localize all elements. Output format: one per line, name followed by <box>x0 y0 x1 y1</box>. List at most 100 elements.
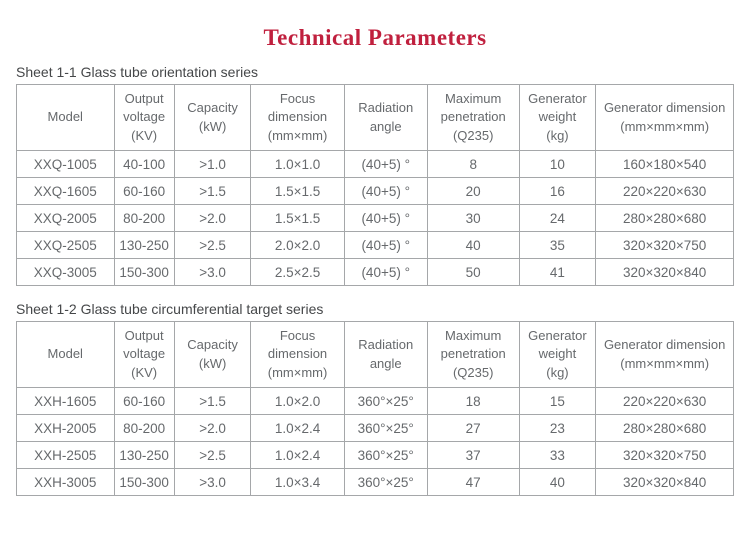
cell-model: XXQ-1605 <box>16 177 115 205</box>
table-row: XXQ-1605 60-160 >1.5 1.5×1.5 (40+5) ° 20… <box>16 177 734 205</box>
cell-capacity: >1.5 <box>173 177 252 205</box>
cell-generator-dimension: 280×280×680 <box>595 204 734 232</box>
header-row: Model Output voltage (KV) Capacity (kW) … <box>16 321 734 388</box>
col-header-generator-weight: Generator weight (kg) <box>518 84 597 151</box>
cell-model: XXQ-3005 <box>16 258 115 286</box>
cell-max-penetration: 47 <box>426 468 520 496</box>
cell-generator-weight: 24 <box>518 204 597 232</box>
cell-model: XXH-1605 <box>16 387 115 415</box>
cell-generator-weight: 15 <box>518 387 597 415</box>
cell-model: XXQ-2005 <box>16 204 115 232</box>
cell-radiation-angle: (40+5) ° <box>343 204 428 232</box>
cell-max-penetration: 37 <box>426 441 520 469</box>
sheet-2-caption: Sheet 1-2 Glass tube circumferential tar… <box>16 301 324 317</box>
cell-output-voltage: 60-160 <box>113 177 175 205</box>
table-row: XXH-2005 80-200 >2.0 1.0×2.4 360°×25° 27… <box>16 414 734 442</box>
cell-focus-dimension: 1.0×1.0 <box>250 150 345 178</box>
cell-generator-weight: 23 <box>518 414 597 442</box>
table-row: XXH-3005 150-300 >3.0 1.0×3.4 360°×25° 4… <box>16 468 734 496</box>
cell-model: XXH-3005 <box>16 468 115 496</box>
table-row: XXQ-2005 80-200 >2.0 1.5×1.5 (40+5) ° 30… <box>16 204 734 232</box>
table-row: XXQ-3005 150-300 >3.0 2.5×2.5 (40+5) ° 5… <box>16 258 734 286</box>
col-header-generator-dimension: Generator dimension (mm×mm×mm) <box>595 84 734 151</box>
table-row: XXQ-2505 130-250 >2.5 2.0×2.0 (40+5) ° 4… <box>16 231 734 259</box>
cell-generator-dimension: 320×320×840 <box>595 258 734 286</box>
col-header-capacity: Capacity (kW) <box>173 84 252 151</box>
cell-focus-dimension: 1.0×2.4 <box>250 414 345 442</box>
table-row: XXH-2505 130-250 >2.5 1.0×2.4 360°×25° 3… <box>16 441 734 469</box>
cell-capacity: >1.0 <box>173 150 252 178</box>
col-header-radiation-angle: Radiation angle <box>343 84 428 151</box>
header-row: Model Output voltage (KV) Capacity (kW) … <box>16 84 734 151</box>
col-header-capacity: Capacity (kW) <box>173 321 252 388</box>
cell-focus-dimension: 1.5×1.5 <box>250 177 345 205</box>
cell-model: XXQ-1005 <box>16 150 115 178</box>
cell-capacity: >2.5 <box>173 441 252 469</box>
cell-capacity: >2.0 <box>173 414 252 442</box>
cell-max-penetration: 50 <box>426 258 520 286</box>
table-row: XXH-1605 60-160 >1.5 1.0×2.0 360°×25° 18… <box>16 387 734 415</box>
col-header-focus-dimension: Focus dimension (mm×mm) <box>250 84 345 151</box>
orientation-series-table: Model Output voltage (KV) Capacity (kW) … <box>16 84 734 286</box>
cell-output-voltage: 130-250 <box>113 231 175 259</box>
cell-output-voltage: 60-160 <box>113 387 175 415</box>
cell-focus-dimension: 1.0×2.4 <box>250 441 345 469</box>
cell-focus-dimension: 2.5×2.5 <box>250 258 345 286</box>
cell-focus-dimension: 2.0×2.0 <box>250 231 345 259</box>
cell-output-voltage: 40-100 <box>113 150 175 178</box>
cell-generator-weight: 40 <box>518 468 597 496</box>
cell-radiation-angle: (40+5) ° <box>343 177 428 205</box>
cell-focus-dimension: 1.0×3.4 <box>250 468 345 496</box>
cell-generator-dimension: 320×320×750 <box>595 231 734 259</box>
cell-generator-dimension: 220×220×630 <box>595 177 734 205</box>
cell-generator-dimension: 280×280×680 <box>595 414 734 442</box>
cell-model: XXH-2005 <box>16 414 115 442</box>
cell-focus-dimension: 1.0×2.0 <box>250 387 345 415</box>
cell-model: XXQ-2505 <box>16 231 115 259</box>
cell-radiation-angle: 360°×25° <box>343 414 428 442</box>
col-header-radiation-angle: Radiation angle <box>343 321 428 388</box>
cell-capacity: >2.0 <box>173 204 252 232</box>
cell-output-voltage: 80-200 <box>113 414 175 442</box>
cell-capacity: >2.5 <box>173 231 252 259</box>
cell-generator-dimension: 220×220×630 <box>595 387 734 415</box>
cell-output-voltage: 150-300 <box>113 468 175 496</box>
page-title: Technical Parameters <box>263 25 487 50</box>
cell-generator-weight: 16 <box>518 177 597 205</box>
cell-generator-dimension: 320×320×750 <box>595 441 734 469</box>
cell-model: XXH-2505 <box>16 441 115 469</box>
cell-max-penetration: 18 <box>426 387 520 415</box>
cell-output-voltage: 150-300 <box>113 258 175 286</box>
cell-capacity: >1.5 <box>173 387 252 415</box>
cell-generator-dimension: 320×320×840 <box>595 468 734 496</box>
cell-max-penetration: 20 <box>426 177 520 205</box>
cell-generator-weight: 10 <box>518 150 597 178</box>
sheet-2-section: Sheet 1-2 Glass tube circumferential tar… <box>16 301 734 496</box>
col-header-output-voltage: Output voltage (KV) <box>113 321 175 388</box>
circumferential-series-table: Model Output voltage (KV) Capacity (kW) … <box>16 321 734 496</box>
cell-radiation-angle: 360°×25° <box>343 387 428 415</box>
cell-generator-weight: 41 <box>518 258 597 286</box>
cell-capacity: >3.0 <box>173 258 252 286</box>
col-header-max-penetration: Maximum penetration (Q235) <box>426 321 520 388</box>
cell-capacity: >3.0 <box>173 468 252 496</box>
sheet-1-section: Sheet 1-1 Glass tube orientation series … <box>16 64 734 286</box>
col-header-focus-dimension: Focus dimension (mm×mm) <box>250 321 345 388</box>
cell-generator-weight: 35 <box>518 231 597 259</box>
cell-generator-weight: 33 <box>518 441 597 469</box>
table-row: XXQ-1005 40-100 >1.0 1.0×1.0 (40+5) ° 8 … <box>16 150 734 178</box>
col-header-generator-weight: Generator weight (kg) <box>518 321 597 388</box>
col-header-generator-dimension: Generator dimension (mm×mm×mm) <box>595 321 734 388</box>
cell-max-penetration: 30 <box>426 204 520 232</box>
cell-radiation-angle: (40+5) ° <box>343 231 428 259</box>
cell-radiation-angle: 360°×25° <box>343 468 428 496</box>
col-header-model: Model <box>16 321 115 388</box>
cell-output-voltage: 80-200 <box>113 204 175 232</box>
cell-radiation-angle: (40+5) ° <box>343 258 428 286</box>
cell-radiation-angle: (40+5) ° <box>343 150 428 178</box>
cell-focus-dimension: 1.5×1.5 <box>250 204 345 232</box>
cell-output-voltage: 130-250 <box>113 441 175 469</box>
cell-max-penetration: 8 <box>426 150 520 178</box>
col-header-max-penetration: Maximum penetration (Q235) <box>426 84 520 151</box>
